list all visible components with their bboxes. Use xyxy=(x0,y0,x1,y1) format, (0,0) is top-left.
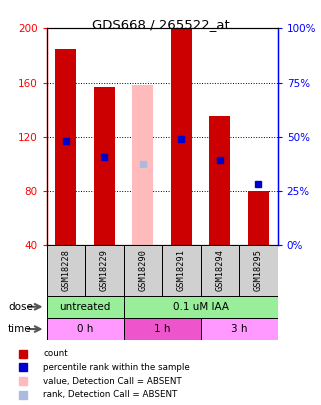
Bar xyxy=(239,245,278,296)
Bar xyxy=(124,318,201,340)
Bar xyxy=(85,245,124,296)
Text: value, Detection Call = ABSENT: value, Detection Call = ABSENT xyxy=(43,377,182,386)
Bar xyxy=(124,296,278,318)
Text: count: count xyxy=(43,349,68,358)
Text: GSM18228: GSM18228 xyxy=(61,249,70,291)
Bar xyxy=(47,318,124,340)
Bar xyxy=(47,245,85,296)
Text: 1 h: 1 h xyxy=(154,324,170,334)
Bar xyxy=(201,318,278,340)
Text: rank, Detection Call = ABSENT: rank, Detection Call = ABSENT xyxy=(43,390,178,399)
Bar xyxy=(162,245,201,296)
Text: GSM18290: GSM18290 xyxy=(138,249,147,291)
Bar xyxy=(94,87,115,245)
Text: GSM18295: GSM18295 xyxy=(254,249,263,291)
Text: GDS668 / 265522_at: GDS668 / 265522_at xyxy=(91,18,230,31)
Bar xyxy=(209,116,230,245)
Bar xyxy=(55,49,76,245)
Bar xyxy=(132,85,153,245)
Text: 3 h: 3 h xyxy=(231,324,247,334)
Text: percentile rank within the sample: percentile rank within the sample xyxy=(43,363,190,372)
Bar xyxy=(171,28,192,245)
Text: untreated: untreated xyxy=(59,302,111,312)
Text: GSM18291: GSM18291 xyxy=(177,249,186,291)
Text: 0.1 uM IAA: 0.1 uM IAA xyxy=(173,302,229,312)
Text: GSM18294: GSM18294 xyxy=(215,249,224,291)
Text: GSM18229: GSM18229 xyxy=(100,249,109,291)
Bar xyxy=(248,191,269,245)
Text: dose: dose xyxy=(8,302,33,312)
Bar xyxy=(124,245,162,296)
Bar xyxy=(47,296,124,318)
Bar xyxy=(201,245,239,296)
Text: 0 h: 0 h xyxy=(77,324,93,334)
Text: time: time xyxy=(8,324,32,334)
